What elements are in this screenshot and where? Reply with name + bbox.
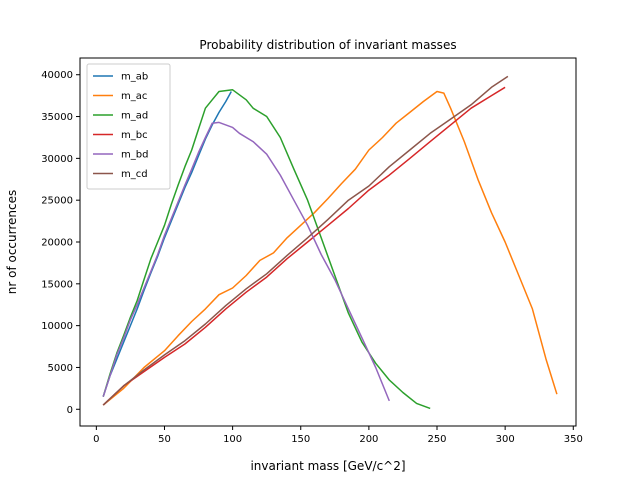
x-tick-label: 300 [496, 434, 515, 445]
legend-label-m-bd: m_bd [121, 150, 148, 161]
legend-label-m-bc: m_bc [121, 130, 148, 141]
x-axis: 0 50 100 150 200 250 300 350 [93, 426, 583, 445]
series-line-m-ac [102, 90, 558, 406]
y-tick-label: 35000 [41, 112, 73, 123]
y-tick-label: 0 [67, 405, 73, 416]
x-tick-label: 0 [93, 434, 99, 445]
x-axis-label: invariant mass [GeV/c^2] [250, 459, 405, 473]
y-tick-label: 10000 [41, 321, 73, 332]
y-tick-label: 5000 [48, 363, 73, 374]
series-line-m-bc [102, 86, 506, 406]
chart-title: Probability distribution of invariant ma… [199, 38, 456, 52]
y-tick-label: 15000 [41, 279, 73, 290]
x-tick-label: 150 [291, 434, 310, 445]
legend: m_ab m_ac m_ad m_bc m_bd m_cd [86, 63, 171, 190]
series-line-m-ad [102, 89, 431, 410]
legend-label-m-cd: m_cd [121, 169, 148, 180]
series-line-m-cd [102, 75, 509, 406]
x-tick-label: 50 [158, 434, 171, 445]
x-tick-label: 350 [564, 434, 583, 445]
x-tick-label: 200 [359, 434, 378, 445]
legend-label-m-ac: m_ac [121, 91, 147, 102]
x-tick-label: 100 [223, 434, 242, 445]
y-tick-label: 20000 [41, 238, 73, 249]
series-line-m-bd [102, 121, 390, 402]
y-tick-label: 30000 [41, 154, 73, 165]
y-axis: 0 5000 10000 15000 20000 25000 30000 35000 40000 [41, 70, 80, 416]
x-tick-label: 250 [427, 434, 446, 445]
series-lines [102, 75, 558, 410]
legend-label-m-ad: m_ad [121, 111, 148, 122]
legend-label-m-ab: m_ab [121, 72, 148, 83]
y-tick-label: 40000 [41, 70, 73, 81]
y-tick-label: 25000 [41, 196, 73, 207]
y-axis-label: nr of occurrences [5, 190, 19, 295]
